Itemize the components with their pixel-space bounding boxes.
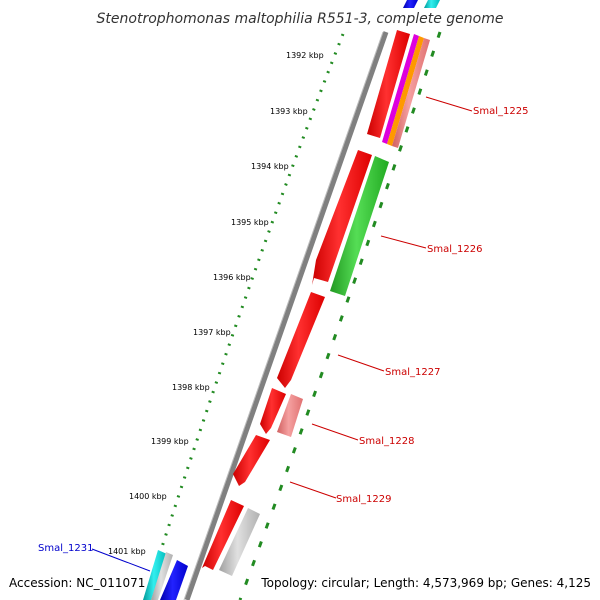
gene-red-4	[260, 388, 286, 434]
leader-line-1228	[311, 423, 359, 441]
genome-backbone	[184, 31, 389, 600]
gene-label-smal-1229[interactable]: Smal_1229	[336, 494, 391, 505]
leader-line-1231	[91, 548, 151, 572]
kbp-label: 1396 kbp	[213, 273, 251, 282]
leader-line-1225	[425, 96, 473, 112]
kbp-label: 1400 kbp	[129, 492, 167, 501]
gene-cyan-top	[424, 0, 440, 8]
kbp-label: 1398 kbp	[172, 383, 210, 392]
outer-dash-ring	[238, 31, 442, 600]
leader-line-1227	[337, 354, 385, 372]
map-title: Stenotrophomonas maltophilia R551-3, com…	[97, 11, 504, 27]
gene-green-1226	[330, 156, 389, 296]
gene-red-1	[367, 30, 410, 138]
gene-red-3	[277, 292, 325, 388]
gene-cyan-1231	[143, 550, 167, 600]
gene-orange-1225	[387, 36, 424, 146]
kbp-label: 1399 kbp	[151, 437, 189, 446]
gene-label-smal-1227[interactable]: Smal_1227	[385, 367, 440, 378]
gene-label-smal-1231[interactable]: Smal_1231	[38, 543, 93, 554]
gene-blue-top	[403, 0, 418, 8]
leader-line-1229	[289, 481, 337, 499]
gene-label-smal-1228[interactable]: Smal_1228	[359, 436, 414, 447]
kbp-label: 1395 kbp	[231, 218, 269, 227]
kbp-label: 1394 kbp	[251, 162, 289, 171]
leader-line-1226	[380, 235, 427, 249]
accession-text: Accession: NC_011071	[9, 576, 145, 590]
kbp-label: 1393 kbp	[270, 107, 308, 116]
gene-grey-1231	[151, 552, 173, 600]
kbp-labels: 1392 kbp 1393 kbp 1394 kbp 1395 kbp 1396…	[108, 51, 324, 556]
kbp-label: 1401 kbp	[108, 547, 146, 556]
gene-label-smal-1225[interactable]: Smal_1225	[473, 106, 528, 117]
kbp-label: 1392 kbp	[286, 51, 324, 60]
gene-pink-1228	[277, 394, 303, 437]
gene-magenta-1225	[382, 34, 419, 144]
gene-label-smal-1226[interactable]: Smal_1226	[427, 244, 482, 255]
gene-red-5	[233, 435, 270, 486]
genome-backbone-highlight	[183, 31, 384, 600]
gene-red-6	[202, 500, 244, 570]
gene-pink-1225	[392, 38, 430, 148]
genome-summary-text: Topology: circular; Length: 4,573,969 bp…	[260, 576, 591, 590]
kbp-label: 1397 kbp	[193, 328, 231, 337]
gene-red-2	[312, 150, 372, 285]
gene-blue-1	[160, 560, 188, 600]
gene-grey-1	[219, 508, 260, 576]
